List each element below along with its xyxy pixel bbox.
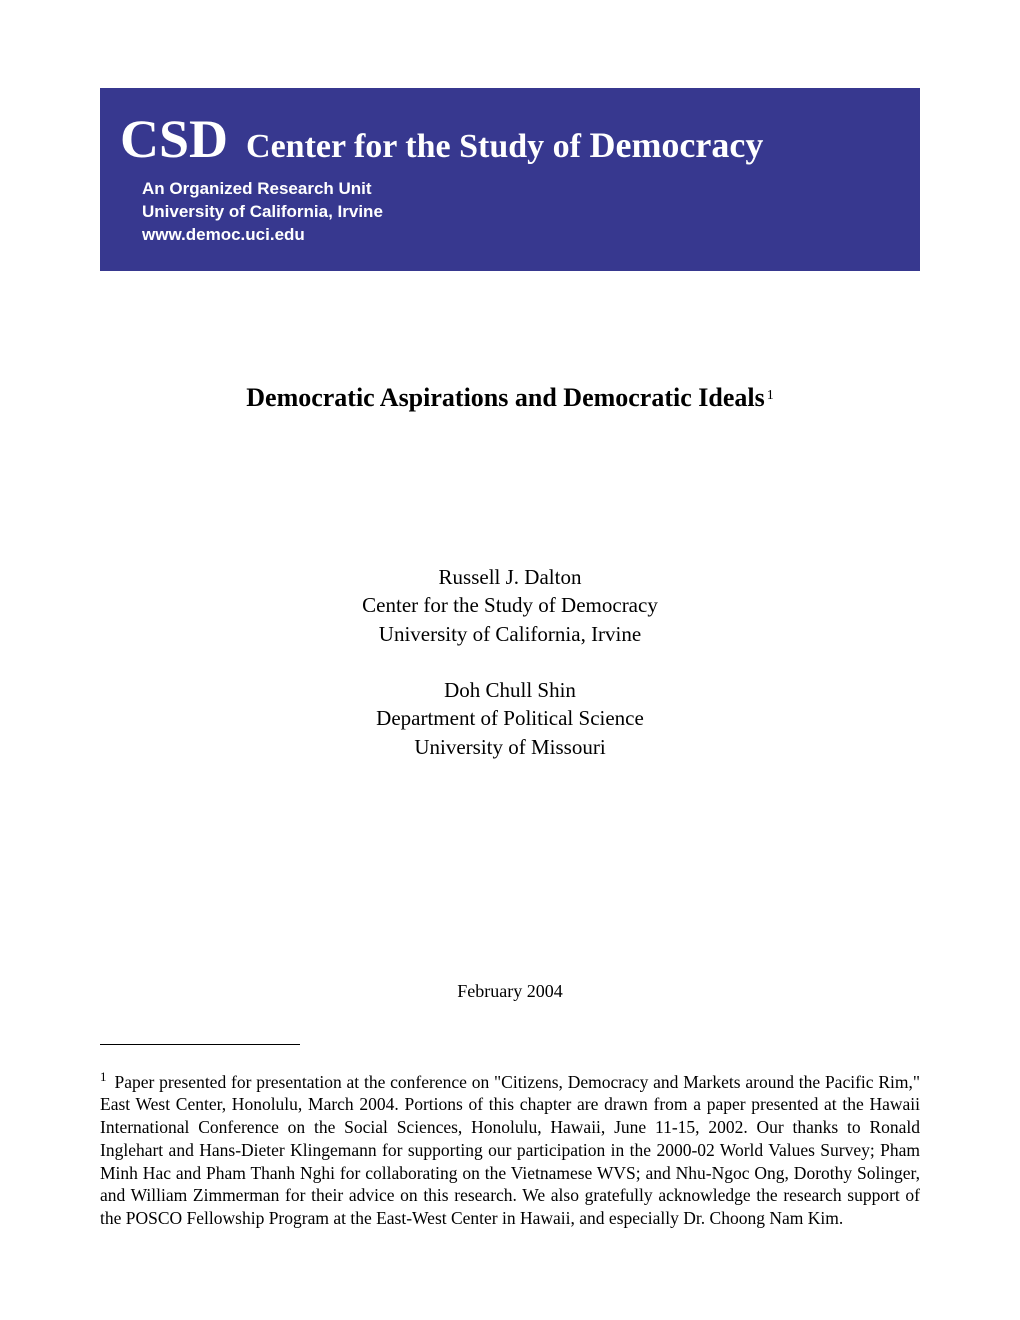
document-page: CSD Center for the Study of Democracy An…	[0, 0, 1020, 1320]
banner-subtitle: An Organized Research Unit University of…	[120, 178, 900, 247]
footnote-block: 1Paper presented for presentation at the…	[100, 1069, 920, 1230]
footnote-text: Paper presented for presentation at the …	[100, 1072, 920, 1229]
banner-subtitle-line2: University of California, Irvine	[142, 201, 900, 224]
author-group-1: Russell J. Dalton Center for the Study o…	[100, 563, 920, 648]
title-footnote-ref: 1	[767, 388, 774, 403]
banner-subtitle-line3: www.democ.uci.edu	[142, 224, 900, 247]
banner-title-prefix: Center for the Study of	[246, 128, 581, 165]
banner-abbreviation: CSD	[120, 108, 228, 170]
footnote-marker: 1	[100, 1069, 107, 1084]
author1-name: Russell J. Dalton	[100, 563, 920, 591]
banner-subtitle-line1: An Organized Research Unit	[142, 178, 900, 201]
author-group-2: Doh Chull Shin Department of Political S…	[100, 676, 920, 761]
author1-affiliation2: University of California, Irvine	[100, 620, 920, 648]
banner-title-emphasis: Democracy	[589, 125, 763, 165]
footnote-separator	[100, 1044, 300, 1045]
author1-affiliation1: Center for the Study of Democracy	[100, 591, 920, 619]
author2-affiliation2: University of Missouri	[100, 733, 920, 761]
header-banner: CSD Center for the Study of Democracy An…	[100, 88, 920, 271]
date-block: February 2004	[100, 981, 920, 1002]
banner-title-line: CSD Center for the Study of Democracy	[120, 108, 900, 170]
main-title-area: Democratic Aspirations and Democratic Id…	[100, 383, 920, 413]
author2-affiliation1: Department of Political Science	[100, 704, 920, 732]
authors-block: Russell J. Dalton Center for the Study o…	[100, 563, 920, 761]
document-date: February 2004	[457, 981, 562, 1001]
banner-title: Center for the Study of Democracy	[246, 124, 763, 166]
author2-name: Doh Chull Shin	[100, 676, 920, 704]
document-title: Democratic Aspirations and Democratic Id…	[246, 383, 764, 412]
